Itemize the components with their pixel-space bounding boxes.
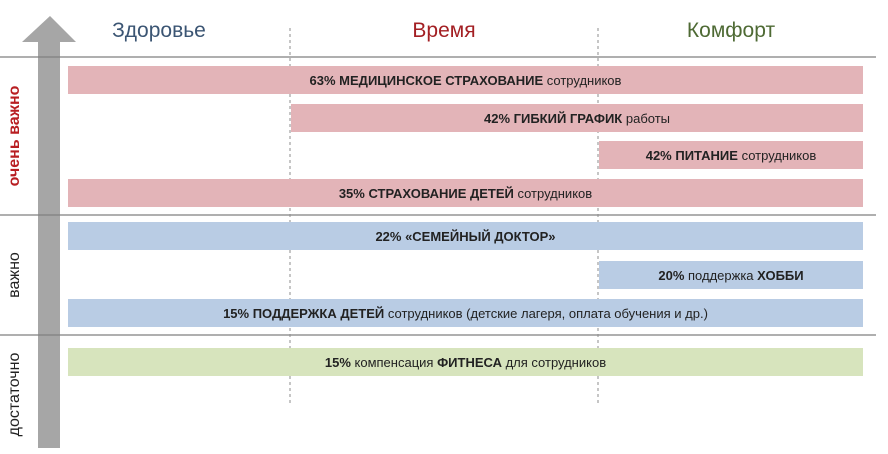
bar-label: 22% «СЕМЕЙНЫЙ ДОКТОР»	[375, 229, 555, 244]
bar-label-part: 15%	[325, 355, 351, 370]
bar-label-part: 35% СТРАХОВАНИЕ ДЕТЕЙ	[339, 186, 514, 201]
column-header: Комфорт	[687, 19, 776, 42]
bar-label: 63% МЕДИЦИНСКОЕ СТРАХОВАНИЕ сотрудников	[310, 73, 622, 88]
bar-label-part: ХОББИ	[757, 268, 803, 283]
bar-label-part: компенсация	[351, 355, 437, 370]
bar-label-part: для сотрудников	[502, 355, 606, 370]
bar-label: 20% поддержка ХОББИ	[658, 268, 803, 283]
level-label: достаточно	[6, 353, 23, 437]
bar-label-part: 20%	[658, 268, 684, 283]
bar-label-part: поддержка	[684, 268, 757, 283]
bar	[291, 104, 863, 132]
bar-label-part: работы	[622, 111, 670, 126]
bar-label: 42% ГИБКИЙ ГРАФИК работы	[484, 111, 670, 126]
level-label: очень важно	[6, 85, 23, 186]
bar	[68, 66, 863, 94]
bar-label: 42% ПИТАНИЕ сотрудников	[646, 148, 817, 163]
level-label: важно	[6, 252, 23, 298]
bar-label-part: сотрудников	[514, 186, 592, 201]
bar-label-part: сотрудников	[543, 73, 621, 88]
bar-label-part: сотрудников	[738, 148, 816, 163]
bar	[599, 261, 863, 289]
bar-label-part: 63% МЕДИЦИНСКОЕ СТРАХОВАНИЕ	[310, 73, 544, 88]
bar-label-part: сотрудников (детские лагеря, оплата обуч…	[384, 306, 708, 321]
bar-label: 35% СТРАХОВАНИЕ ДЕТЕЙ сотрудников	[339, 186, 592, 201]
bar-label-part: 42% ГИБКИЙ ГРАФИК	[484, 111, 622, 126]
bar-label-part: 42% ПИТАНИЕ	[646, 148, 739, 163]
column-header: Здоровье	[112, 19, 206, 42]
bar	[68, 179, 863, 207]
bar	[68, 222, 863, 250]
bar-label-part: ФИТНЕСА	[437, 355, 503, 370]
bar-label: 15% ПОДДЕРЖКА ДЕТЕЙ сотрудников (детские…	[223, 306, 708, 321]
bar-label-part: 15% ПОДДЕРЖКА ДЕТЕЙ	[223, 306, 384, 321]
bar	[68, 299, 863, 327]
column-header: Время	[412, 19, 475, 42]
bar-label: 15% компенсация ФИТНЕСА для сотрудников	[325, 355, 606, 370]
importance-arrow	[22, 16, 76, 448]
bar-label-part: 22% «СЕМЕЙНЫЙ ДОКТОР»	[375, 229, 555, 244]
bar	[68, 348, 863, 376]
bar	[599, 141, 863, 169]
